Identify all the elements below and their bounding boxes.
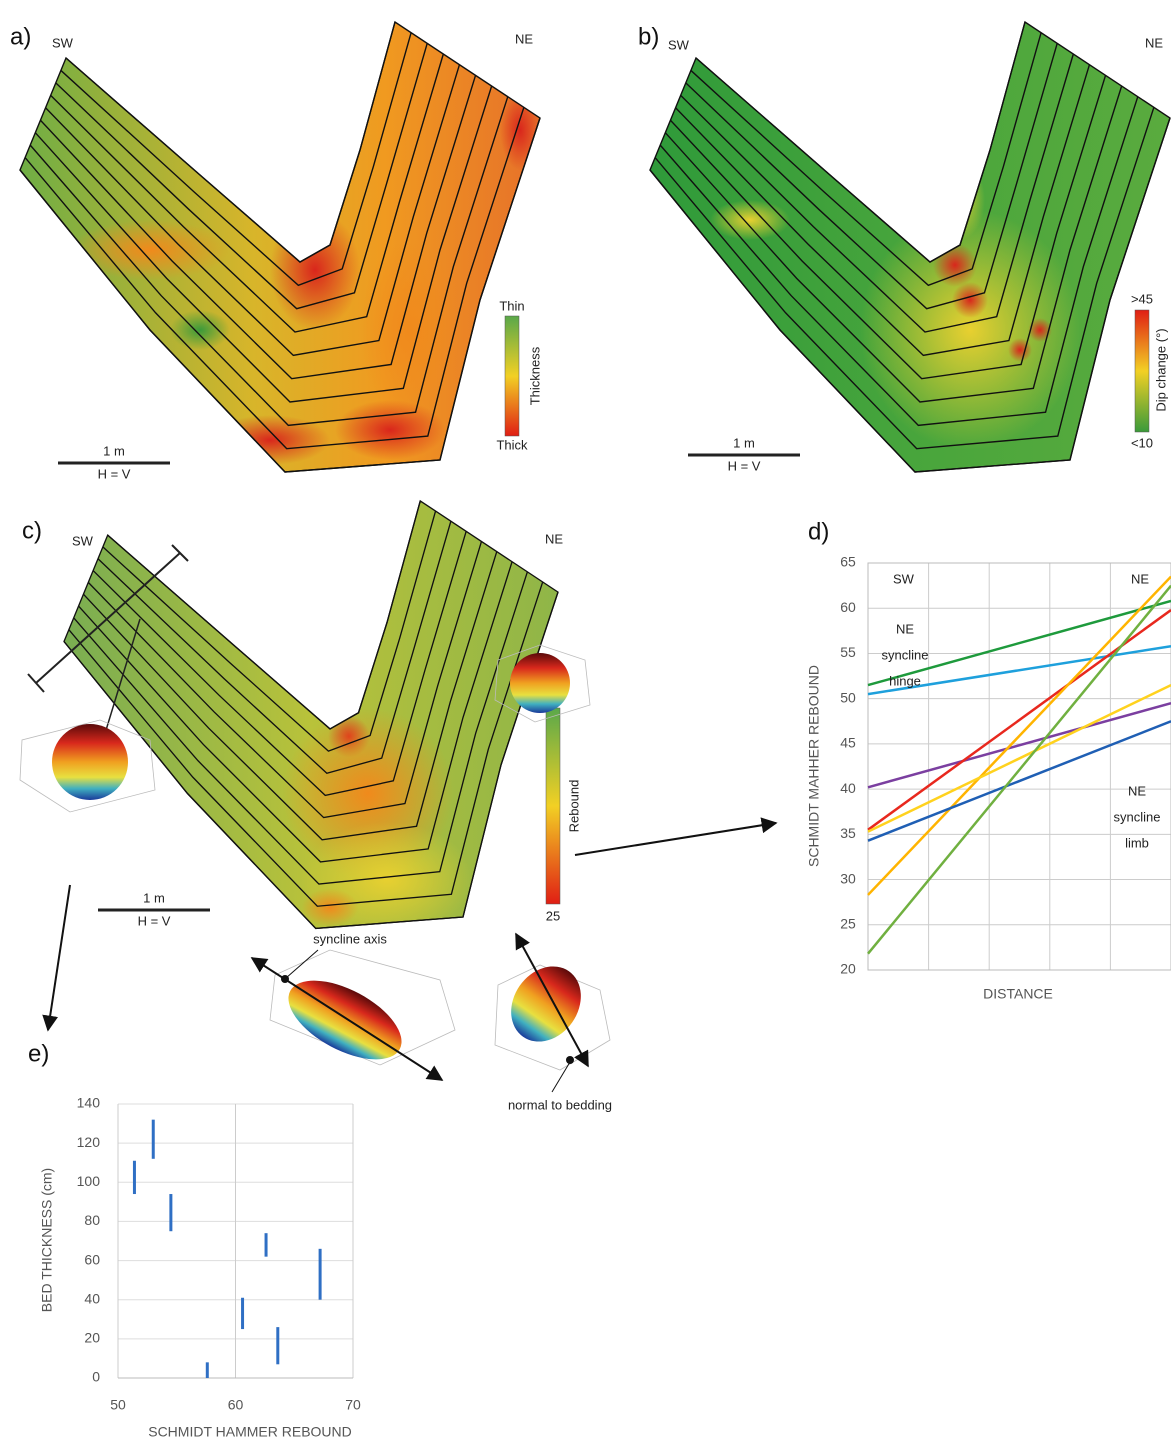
y-tick-label: 40 xyxy=(840,780,856,796)
annotation: normal to bedding xyxy=(508,1097,612,1112)
scale-note: H = V xyxy=(138,913,171,928)
x-tick-label: 70 xyxy=(345,1397,361,1413)
y-tick-label: 35 xyxy=(840,825,856,841)
page: a) SW NE Thin Thick Thickness 1 m H = V … xyxy=(0,0,1171,1444)
map-blob xyxy=(270,210,360,330)
y-axis-title: SCHMIDT MAHHER REBOUND xyxy=(806,665,822,867)
annotation: NE xyxy=(1128,783,1146,798)
panel-label: b) xyxy=(638,23,659,50)
colorbar xyxy=(546,708,560,904)
y-tick-label: 20 xyxy=(84,1330,100,1346)
annotation: SW xyxy=(893,571,915,586)
x-tick-label: 60 xyxy=(228,1397,244,1413)
scale-label: 1 m xyxy=(733,435,755,450)
side-label: SW xyxy=(72,533,94,548)
map-blob xyxy=(360,240,460,420)
y-tick-label: 100 xyxy=(77,1173,101,1189)
annotation: syncline xyxy=(1114,809,1161,824)
x-tick-label: 50 xyxy=(110,1397,126,1413)
y-tick-label: 60 xyxy=(840,599,856,615)
scale-label: 1 m xyxy=(143,890,165,905)
series-line xyxy=(868,586,1171,954)
map xyxy=(64,501,558,936)
y-tick-label: 30 xyxy=(840,870,856,886)
scale-note: H = V xyxy=(728,458,761,473)
y-tick-label: 60 xyxy=(84,1251,100,1267)
y-tick-label: 0 xyxy=(92,1369,100,1385)
x-axis-title: DISTANCE xyxy=(983,986,1053,1002)
colorbar-bottom: Thick xyxy=(496,437,528,452)
annotation: hinge xyxy=(889,673,921,688)
y-tick-label: 45 xyxy=(840,735,856,751)
map-blob xyxy=(170,310,230,350)
panel-label: a) xyxy=(10,23,31,50)
y-tick-label: 25 xyxy=(840,915,856,931)
side-label: SW xyxy=(52,35,74,50)
y-tick-label: 65 xyxy=(840,554,856,570)
y-axis-title: BED THICKNESS (cm) xyxy=(39,1168,55,1312)
series-line xyxy=(868,703,1171,787)
y-tick-label: 40 xyxy=(84,1290,100,1306)
map xyxy=(20,22,540,472)
side-label: SW xyxy=(668,37,690,52)
colorbar-title: Thickness xyxy=(527,346,542,405)
annotation: syncline axis xyxy=(313,931,387,946)
map-blob xyxy=(1008,338,1032,362)
x-axis-title: SCHMIDT HAMMER REBOUND xyxy=(148,1424,352,1440)
y-tick-label: 120 xyxy=(77,1134,101,1150)
colorbar-top: >45 xyxy=(1131,291,1153,306)
panel-label: d) xyxy=(808,518,829,545)
annotation: NE xyxy=(896,621,914,636)
colorbar xyxy=(1135,310,1149,432)
colorbar-title: Dip change (°) xyxy=(1153,328,1168,411)
scale-note: H = V xyxy=(98,466,131,481)
map-fill xyxy=(650,22,1170,472)
map xyxy=(650,22,1170,472)
map-fill xyxy=(64,501,558,936)
colorbar-bottom: <10 xyxy=(1131,435,1153,450)
scale-label: 1 m xyxy=(103,443,125,458)
y-tick-label: 50 xyxy=(840,689,856,705)
map-blob xyxy=(302,889,359,927)
colorbar xyxy=(505,316,519,436)
maps xyxy=(20,22,1170,936)
annotation: syncline xyxy=(882,647,929,662)
side-label: NE xyxy=(515,31,533,46)
map-fill xyxy=(20,22,540,472)
figure: a) SW NE Thin Thick Thickness 1 m H = V … xyxy=(0,0,1171,1444)
y-tick-label: 80 xyxy=(84,1212,100,1228)
map-blob xyxy=(935,160,985,240)
annotation: limb xyxy=(1125,835,1149,850)
y-tick-label: 140 xyxy=(77,1095,101,1111)
panel-label: c) xyxy=(22,517,42,544)
panel-label: e) xyxy=(28,1040,49,1067)
colorbar-bottom: 25 xyxy=(546,908,560,923)
side-label: NE xyxy=(545,531,563,546)
y-tick-label: 55 xyxy=(840,644,856,660)
colorbar-title: Rebound xyxy=(566,780,581,833)
y-tick-label: 20 xyxy=(840,961,856,977)
annotation: NE xyxy=(1131,571,1149,586)
side-label: NE xyxy=(1145,35,1163,50)
colorbar-top: Thin xyxy=(499,298,524,313)
